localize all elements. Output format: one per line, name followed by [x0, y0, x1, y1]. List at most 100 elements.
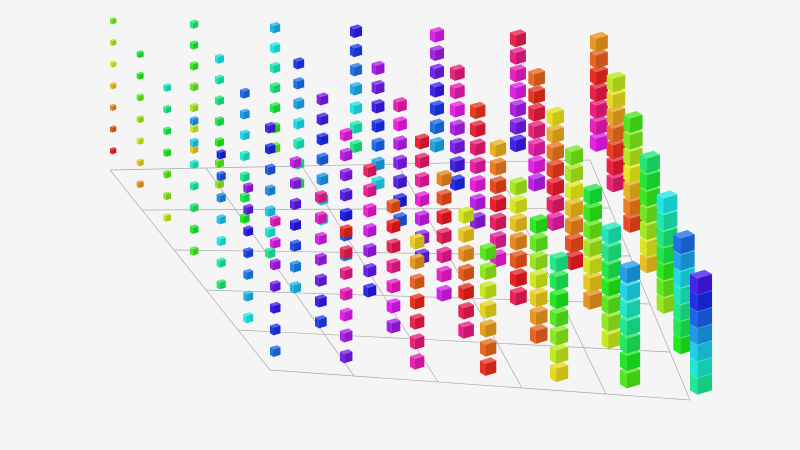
- cube-point: [340, 167, 353, 182]
- cube-face: [320, 134, 329, 146]
- cube-face: [680, 234, 695, 255]
- cube-point: [190, 102, 199, 113]
- cube-face: [656, 261, 664, 281]
- cube-face: [623, 114, 630, 133]
- cube-face: [110, 104, 113, 111]
- cube-face: [626, 282, 641, 301]
- cube-face: [393, 135, 407, 141]
- cube-face: [165, 106, 172, 114]
- cube-point: [528, 137, 545, 157]
- cube-face: [673, 317, 681, 338]
- cube-face: [485, 303, 497, 319]
- cube-point: [290, 176, 302, 190]
- cube-face: [290, 260, 302, 265]
- cube-face: [136, 136, 144, 140]
- cube-face: [485, 245, 497, 261]
- cube-face: [340, 328, 353, 334]
- cube-point: [190, 137, 199, 148]
- cube-face: [110, 148, 113, 155]
- cube-face: [397, 99, 407, 113]
- cube-face: [601, 295, 609, 315]
- cube-face: [375, 159, 385, 172]
- cube-point: [265, 163, 276, 176]
- cube-face: [393, 173, 407, 180]
- cube-face: [454, 158, 465, 173]
- cube-face: [441, 191, 452, 206]
- cube-face: [565, 166, 572, 183]
- cube-face: [112, 83, 117, 90]
- cube-face: [290, 262, 294, 273]
- cube-face: [139, 73, 144, 80]
- cube-point: [371, 137, 385, 152]
- cube-face: [495, 160, 507, 176]
- cube-point: [530, 324, 548, 344]
- cube-face: [583, 288, 603, 296]
- cube-face: [697, 340, 713, 362]
- cube-face: [646, 154, 660, 174]
- cube-face: [190, 81, 199, 86]
- cube-face: [243, 249, 247, 259]
- cube-face: [293, 79, 297, 90]
- cube-face: [219, 194, 226, 203]
- cube-face: [320, 154, 329, 166]
- cube-face: [415, 210, 430, 216]
- cube-point: [216, 257, 226, 268]
- cube-face: [434, 47, 444, 61]
- cube-point: [136, 50, 144, 58]
- cube-point: [293, 97, 305, 110]
- cube-face: [296, 59, 305, 70]
- cube-face: [458, 285, 464, 301]
- cube-face: [535, 290, 548, 308]
- cube-face: [340, 190, 345, 202]
- cube-face: [350, 139, 363, 145]
- cube-face: [165, 171, 172, 179]
- cube-point: [546, 193, 564, 214]
- cube-face: [528, 106, 534, 122]
- cube-face: [673, 250, 681, 271]
- cube-face: [190, 41, 193, 50]
- cube-point: [550, 288, 569, 309]
- cube-face: [240, 131, 244, 141]
- cube-face: [340, 150, 345, 162]
- cube-face: [556, 291, 569, 309]
- cube-face: [434, 102, 444, 116]
- cube-point: [316, 172, 329, 186]
- cube-point: [510, 99, 526, 118]
- cube-face: [640, 150, 660, 159]
- cube-point: [215, 116, 224, 127]
- cube-face: [620, 334, 627, 354]
- cube-face: [139, 51, 144, 58]
- cube-face: [216, 194, 220, 203]
- cube-face: [415, 248, 430, 255]
- cube-face: [441, 249, 452, 264]
- cube-face: [217, 97, 224, 106]
- cube-face: [495, 234, 507, 250]
- cube-face: [620, 282, 627, 301]
- cube-face: [315, 273, 327, 279]
- cube-face: [240, 87, 250, 92]
- cube-face: [535, 235, 548, 253]
- cube-face: [495, 197, 507, 213]
- cube-face: [190, 40, 199, 44]
- cube-face: [246, 292, 254, 302]
- cube-point: [340, 286, 353, 301]
- cube-face: [450, 122, 455, 136]
- cube-face: [315, 234, 319, 246]
- cube-face: [552, 162, 564, 179]
- cube-face: [192, 21, 199, 29]
- cube-face: [546, 179, 553, 196]
- cube-point: [290, 155, 302, 169]
- cube-face: [273, 83, 281, 94]
- cube-face: [656, 211, 664, 231]
- cube-face: [629, 114, 643, 133]
- cube-face: [316, 134, 321, 146]
- cube-face: [363, 185, 368, 198]
- cube-point: [316, 132, 329, 146]
- cube-point: [190, 181, 199, 191]
- cube-face: [656, 294, 664, 314]
- cube-face: [386, 320, 392, 334]
- cube-face: [458, 305, 464, 320]
- cube-face: [623, 214, 630, 233]
- cube-face: [515, 216, 527, 233]
